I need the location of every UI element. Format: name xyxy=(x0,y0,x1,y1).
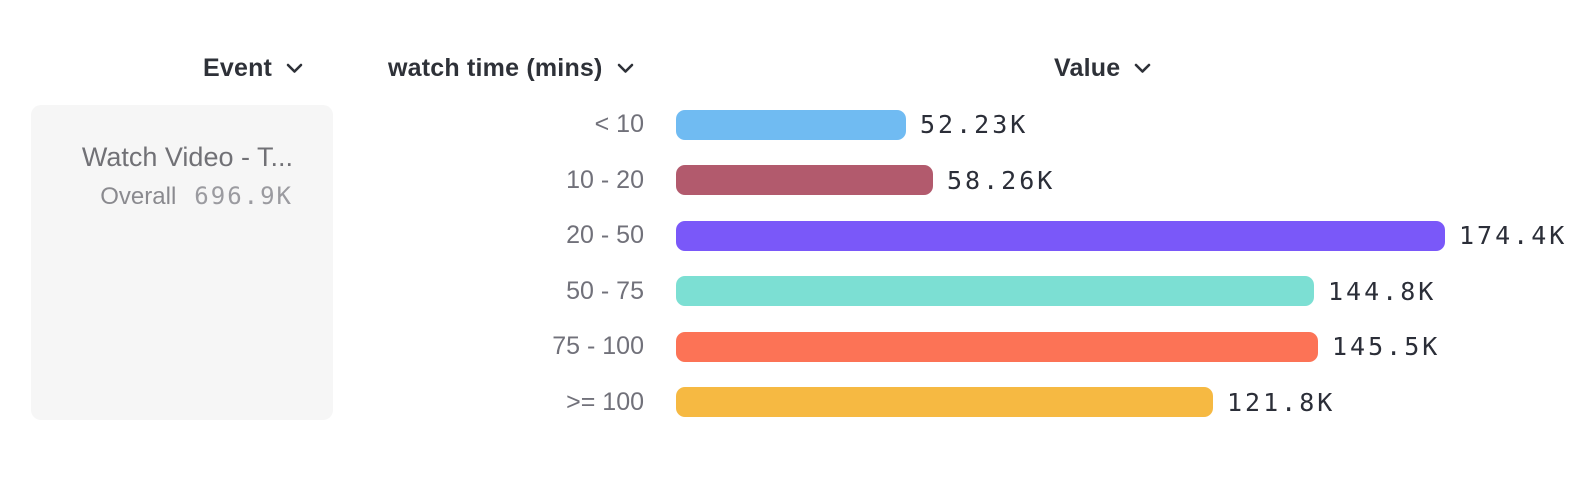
bar[interactable] xyxy=(676,276,1314,307)
value-label: 121.8K xyxy=(1227,387,1336,417)
event-panel[interactable]: Watch Video - T... Overall 696.9K xyxy=(31,105,333,420)
bar-chart: < 10 52.23K 10 - 20 58.26K 20 - 50 174.4… xyxy=(0,97,1584,430)
bar[interactable] xyxy=(676,109,906,140)
bar[interactable] xyxy=(676,220,1445,251)
category-label: 10 - 20 xyxy=(566,165,644,194)
column-header-value[interactable]: Value xyxy=(1054,52,1151,84)
bar-row: >= 100 121.8K xyxy=(0,375,1584,431)
bar-track: 144.8K xyxy=(676,276,1437,307)
bar-row: 50 - 75 144.8K xyxy=(0,264,1584,320)
bar[interactable] xyxy=(676,331,1318,362)
value-label: 145.5K xyxy=(1332,332,1441,362)
bar[interactable] xyxy=(676,387,1213,418)
bar[interactable] xyxy=(676,165,933,196)
category-label: 20 - 50 xyxy=(566,221,644,250)
chevron-down-icon xyxy=(617,63,633,73)
bar-track: 52.23K xyxy=(676,109,1029,140)
column-header-event-label: Event xyxy=(203,53,273,82)
value-label: 144.8K xyxy=(1328,276,1437,306)
event-name: Watch Video - T... xyxy=(81,142,293,172)
bar-row: 10 - 20 58.26K xyxy=(0,153,1584,209)
bar-track: 121.8K xyxy=(676,387,1336,418)
value-label: 58.26K xyxy=(947,165,1056,195)
bar-row: 75 - 100 145.5K xyxy=(0,319,1584,375)
column-header-value-label: Value xyxy=(1054,53,1121,82)
value-label: 174.4K xyxy=(1459,221,1568,251)
column-header-breakdown-label: watch time (mins) xyxy=(388,53,603,82)
column-header-breakdown[interactable]: watch time (mins) xyxy=(388,52,634,84)
overall-label: Overall xyxy=(100,183,177,210)
category-label: >= 100 xyxy=(566,387,644,416)
bar-track: 58.26K xyxy=(676,165,1056,196)
bar-row: < 10 52.23K xyxy=(0,97,1584,153)
overall-value: 696.9K xyxy=(194,182,293,210)
bar-row: 20 - 50 174.4K xyxy=(0,208,1584,264)
chevron-down-icon xyxy=(286,63,303,73)
column-header-event[interactable]: Event xyxy=(203,52,303,84)
category-label: 75 - 100 xyxy=(552,332,644,361)
value-label: 52.23K xyxy=(920,110,1029,140)
bar-track: 174.4K xyxy=(676,220,1568,251)
bar-track: 145.5K xyxy=(676,331,1441,362)
chevron-down-icon xyxy=(1135,63,1151,73)
event-overall-row: Overall 696.9K xyxy=(51,180,293,213)
category-label: 50 - 75 xyxy=(566,276,644,305)
category-label: < 10 xyxy=(594,110,644,139)
